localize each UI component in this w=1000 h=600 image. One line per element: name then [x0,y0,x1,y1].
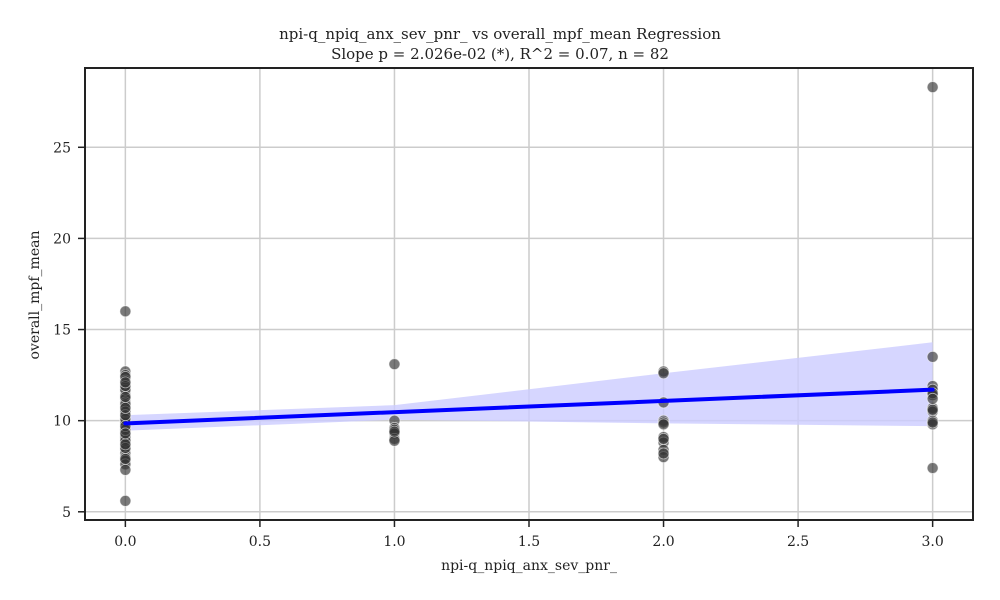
data-point [926,81,939,94]
data-point [119,438,132,451]
data-point [119,427,132,440]
y-tick-label: 5 [62,505,71,521]
data-point [119,376,132,389]
data-point [926,392,939,405]
y-tick-label: 10 [53,414,71,430]
x-tick-label: 0.5 [249,534,271,550]
x-tick-label: 3.0 [922,534,944,550]
data-point [119,391,132,403]
data-point [926,403,939,416]
x-tick-label: 2.0 [652,534,674,550]
x-tick-label: 0.0 [114,534,136,550]
data-point [657,367,670,380]
data-point [388,425,401,438]
data-point [926,350,939,363]
x-tick-label: 1.0 [383,534,405,550]
data-point [657,418,670,431]
data-point [119,305,132,318]
y-tick-label: 15 [53,323,71,339]
data-point [926,462,939,474]
x-tick-label: 2.5 [787,534,809,550]
confidence-band [125,342,933,431]
chart-subtitle: Slope p = 2.026e-02 (*), R^2 = 0.07, n =… [331,45,669,63]
y-tick-label: 25 [53,140,71,156]
data-point [119,453,132,465]
data-point [657,447,670,460]
data-point [657,432,670,445]
data-point [119,494,132,507]
x-axis-label: npi-q_npiq_anx_sev_pnr_ [441,558,617,574]
regression-line [123,387,935,426]
data-point [926,416,939,429]
x-tick-label: 1.5 [518,534,540,550]
data-point [119,402,132,414]
chart-title: npi-q_npiq_anx_sev_pnr_ vs overall_mpf_m… [279,25,721,43]
data-point [388,358,401,371]
y-tick-label: 20 [53,231,71,247]
data-point [119,463,132,476]
y-axis-label: overall_mpf_mean [27,231,43,360]
